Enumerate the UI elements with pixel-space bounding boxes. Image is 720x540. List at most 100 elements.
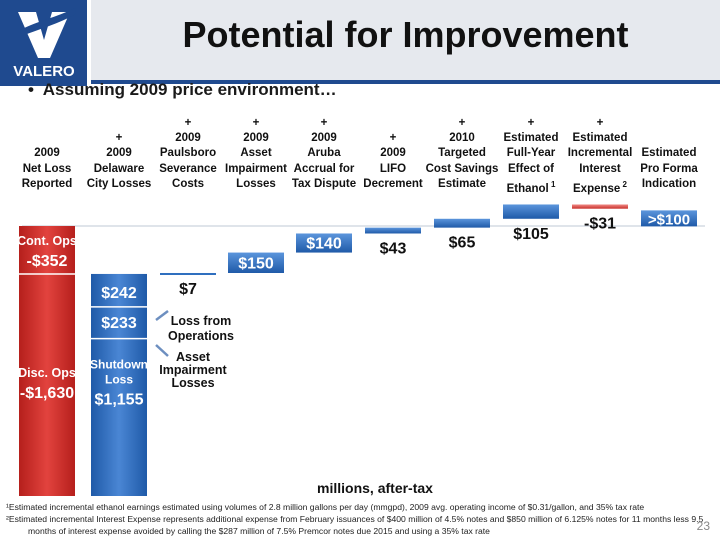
annotation-loss-from-ops-2: Operations — [168, 329, 234, 343]
column-header-8: + Estimated Full-Year Effect of Ethanol 1 — [493, 116, 569, 195]
column-header-line: 2009 — [175, 132, 201, 145]
column-header-line: Net Loss — [22, 162, 72, 175]
column-header-10: Estimated Pro Forma Indication — [631, 116, 707, 192]
column-header-line: Ethanol 1 — [506, 179, 556, 195]
valero-v-logo-icon — [18, 8, 76, 58]
column-header-line: + — [115, 132, 123, 145]
arrow-loss-from-ops — [155, 310, 169, 321]
annotation-asset-impairment-1: Asset — [176, 350, 211, 364]
label-pro-forma-value: >$100 — [648, 211, 690, 228]
column-header-line: Severance — [159, 162, 217, 175]
column-header-line: Estimate — [438, 177, 486, 190]
footnote-marker: 2 — [620, 179, 627, 189]
bar-aruba-label: $140 — [306, 236, 342, 253]
bar-paulsboro-label: $7 — [179, 281, 197, 298]
label-loss-from-ops-value: $242 — [101, 285, 137, 302]
footnote-marker: 1 — [548, 179, 556, 189]
column-header-9: + Estimated Incremental Interest Expense 2 — [562, 116, 638, 195]
column-header-line: Interest — [579, 162, 621, 175]
annotation-asset-impairment-2: Impairment — [159, 363, 227, 377]
footnote-2-continued: months of interest expense avoided by ca… — [28, 526, 490, 536]
footnote-1: ¹Estimated incremental ethanol earnings … — [6, 502, 645, 512]
column-header-line: Cost Savings — [425, 162, 499, 175]
column-header-line: Targeted — [438, 147, 486, 160]
label-asset-impairment-value: $233 — [101, 315, 137, 332]
column-header-line: Effect of — [508, 162, 554, 175]
arrow-asset-impairment — [155, 344, 169, 357]
bar-paulsboro — [160, 272, 216, 275]
column-header-line: + — [252, 117, 260, 129]
label-shutdown-value: $1,155 — [95, 392, 144, 409]
column-header-line: LIFO — [379, 162, 407, 175]
column-header-line: 2009 — [106, 147, 132, 160]
bar-net-loss — [19, 226, 75, 496]
title-band — [91, 0, 720, 80]
column-header-line: + — [458, 117, 466, 129]
column-header-line: + — [184, 117, 192, 129]
column-header-line: Incremental — [567, 147, 633, 160]
column-header-4: +2009 Asset Impairment Losses — [218, 116, 294, 192]
column-header-5: +2009 Aruba Accrual for Tax Dispute — [286, 116, 362, 192]
column-header-line: Indication — [641, 177, 697, 190]
column-header-line: + — [527, 117, 535, 129]
label-shutdown: Shutdown — [90, 358, 148, 372]
x-axis-label: millions, after-tax — [317, 480, 433, 496]
assumption-text: Assuming 2009 price environment… — [42, 80, 337, 99]
column-header-line: Decrement — [363, 177, 423, 190]
bar-lifo — [365, 227, 421, 234]
bar-delaware-city — [91, 273, 147, 496]
footnote-2: ²Estimated incremental Interest Expense … — [6, 514, 704, 524]
annotation-loss-from-ops-1: Loss from — [171, 314, 231, 328]
bar-ethanol-label: $105 — [513, 226, 549, 243]
column-header-line: City Losses — [86, 177, 152, 190]
column-header-line: + — [320, 117, 328, 129]
column-header-line: Reported — [21, 177, 73, 190]
column-header-line: Tax Dispute — [291, 177, 357, 190]
logo-wordmark: VALERO — [13, 63, 75, 80]
label-cont-ops-value: -$352 — [27, 253, 68, 270]
column-header-line: Estimated — [503, 132, 559, 145]
column-header-line: 2010 — [449, 132, 475, 145]
column-header-7: +2010 Targeted Cost Savings Estimate — [424, 116, 500, 192]
column-header-line: 2009 — [34, 147, 60, 160]
assumption-bullet: • Assuming 2009 price environment… — [28, 80, 337, 99]
bar-ethanol — [503, 204, 559, 219]
column-header-line: Accrual for — [293, 162, 355, 175]
column-header-line: Paulsboro — [159, 147, 217, 160]
bar-cost-savings-label: $65 — [449, 235, 476, 252]
column-header-3: +2009 Paulsboro Severance Costs — [150, 116, 226, 192]
column-header-line: Expense 2 — [573, 179, 627, 195]
column-header-line: Full-Year — [506, 147, 556, 160]
bar-asset-impairment — [228, 252, 284, 273]
column-header-line: Delaware — [93, 162, 145, 175]
label-shutdown-2: Loss — [105, 373, 133, 387]
bar-interest-expense-label: -$31 — [584, 216, 616, 233]
column-header-line: Asset — [240, 147, 272, 160]
bar-interest-expense — [572, 204, 628, 209]
page-number: 23 — [696, 519, 710, 533]
column-header-line: 2009 — [380, 147, 406, 160]
column-header-6: +2009 LIFO Decrement — [355, 116, 431, 192]
column-header-line: Estimated — [572, 132, 628, 145]
annotation-asset-impairment-3: Losses — [171, 376, 214, 390]
column-header-line: Aruba — [307, 147, 341, 160]
bar-aruba — [296, 233, 352, 253]
column-header-1: 2009 Net Loss Reported — [9, 116, 85, 192]
bar-lifo-label: $43 — [380, 240, 407, 257]
column-header-line: Costs — [172, 177, 204, 190]
column-header-line: Pro Forma — [640, 162, 698, 175]
page-title: Potential for Improvement — [182, 14, 629, 55]
column-header-2: +2009 Delaware City Losses — [81, 116, 157, 192]
column-header-line: 2009 — [311, 132, 337, 145]
title-divider — [91, 80, 720, 84]
bar-cost-savings — [434, 218, 490, 228]
bar-pro-forma — [641, 210, 697, 227]
column-header-line: Losses — [236, 177, 276, 190]
bar-asset-impairment-label: $150 — [238, 255, 274, 272]
logo-panel: VALERO — [0, 0, 87, 86]
label-cont-ops: Cont. Ops — [17, 234, 77, 248]
column-header-line: Estimated — [641, 147, 697, 160]
label-disc-ops: Disc. Ops — [18, 366, 76, 380]
label-disc-ops-value: -$1,630 — [20, 385, 74, 402]
